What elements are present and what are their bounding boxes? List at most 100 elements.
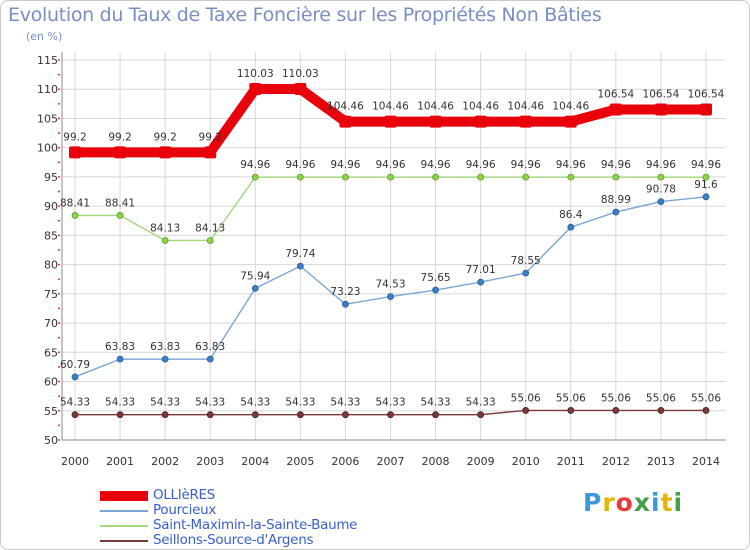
- data-point: [700, 103, 712, 116]
- y-minor-tick: [58, 322, 60, 324]
- legend-label: Pourcieux: [153, 502, 217, 518]
- y-tick-label: 80: [44, 259, 58, 272]
- y-minor-tick: [58, 59, 60, 61]
- y-minor-tick: [58, 102, 60, 105]
- x-tick-label: 2006: [331, 455, 359, 468]
- data-point: [609, 103, 622, 116]
- data-label: 104.46: [372, 101, 409, 113]
- data-label: 91.6: [694, 179, 718, 191]
- data-point: [159, 146, 172, 159]
- x-tick-label: 2003: [196, 455, 224, 468]
- x-tick-label: 2001: [106, 455, 134, 468]
- data-point: [657, 407, 665, 414]
- legend-label: Saint-Maximin-la-Sainte-Baume: [153, 517, 358, 533]
- data-label: 90.78: [646, 184, 676, 196]
- data-point: [206, 237, 214, 244]
- data-point: [249, 83, 262, 96]
- data-label: 60.79: [60, 359, 90, 371]
- data-label: 77.01: [466, 264, 496, 276]
- data-point: [342, 411, 349, 419]
- data-label: 94.96: [285, 159, 315, 171]
- data-label: 63.83: [195, 341, 225, 353]
- data-label: 75.65: [421, 272, 451, 284]
- data-label: 86.4: [559, 209, 583, 221]
- legend-item: Saint-Maximin-la-Sainte-Baume: [100, 518, 357, 533]
- data-label: 54.33: [285, 397, 315, 409]
- data-label: 94.96: [691, 159, 721, 171]
- data-point: [429, 115, 442, 128]
- data-point: [206, 411, 214, 419]
- data-label: 106.54: [597, 88, 634, 100]
- data-label: 55.06: [511, 392, 541, 404]
- y-minor-tick: [58, 409, 60, 412]
- y-tick-label: 50: [44, 434, 58, 447]
- y-minor-tick: [58, 205, 60, 208]
- data-label: 63.83: [150, 341, 180, 353]
- series-saint-maximin-la-sainte-baume: 88.41 88.41 84.13 84.13 94.96 94.96 94.96 94.96…: [60, 159, 721, 244]
- chart-subtitle: (en %): [26, 30, 63, 43]
- y-tick-label: 75: [44, 288, 58, 301]
- data-point: [702, 173, 710, 181]
- y-minor-tick: [58, 351, 60, 354]
- data-point: [206, 355, 214, 363]
- logo-letter: o: [615, 488, 634, 517]
- data-label: 54.33: [240, 397, 270, 409]
- data-label: 63.83: [105, 341, 135, 353]
- data-point: [432, 173, 439, 181]
- logo-letter: x: [633, 488, 651, 517]
- data-label: 94.96: [375, 159, 405, 171]
- x-tick-label: 2007: [377, 455, 405, 468]
- data-label: 74.53: [375, 279, 405, 291]
- data-label: 110.03: [237, 68, 274, 80]
- y-tick-label: 55: [44, 405, 58, 418]
- chart-title: Evolution du Taux de Taxe Foncière sur l…: [8, 4, 602, 26]
- data-label: 94.96: [556, 159, 586, 171]
- data-label: 54.33: [421, 397, 451, 409]
- data-point: [519, 115, 532, 128]
- data-label: 54.33: [105, 397, 135, 409]
- data-label: 104.46: [507, 101, 544, 113]
- data-label: 94.96: [330, 159, 360, 171]
- x-tick-label: 2004: [241, 455, 269, 468]
- data-label: 106.54: [643, 88, 680, 100]
- data-point: [116, 212, 124, 219]
- data-point: [342, 300, 349, 308]
- logo-letter: i: [651, 488, 661, 517]
- y-tick-label: 65: [44, 346, 58, 359]
- legend-label: OLLIèRES: [153, 487, 216, 503]
- x-tick-label: 2010: [512, 455, 540, 468]
- data-point: [657, 198, 665, 205]
- data-point: [387, 173, 394, 181]
- legend-swatch: [100, 539, 148, 542]
- x-tick-label: 2002: [151, 455, 179, 468]
- y-minor-tick: [58, 336, 60, 339]
- y-minor-tick: [58, 176, 60, 178]
- data-point: [654, 103, 667, 116]
- data-point: [564, 115, 577, 128]
- data-point: [567, 223, 575, 231]
- data-point: [114, 146, 127, 159]
- y-minor-tick: [58, 234, 60, 237]
- x-tick-label: 2011: [557, 455, 585, 468]
- y-minor-tick: [58, 366, 60, 368]
- y-minor-tick: [58, 263, 60, 266]
- legend-swatch: [100, 509, 148, 512]
- data-label: 94.96: [466, 159, 496, 171]
- data-label: 99.2: [63, 131, 86, 143]
- y-minor-tick: [58, 278, 60, 281]
- legend-item: Seillons-Source-d'Argens: [100, 533, 357, 548]
- x-tick-label: 2000: [61, 455, 89, 468]
- data-label: 79.74: [285, 248, 315, 260]
- data-point: [702, 407, 710, 414]
- logo-letter: t: [660, 488, 674, 517]
- legend-label: Seillons-Source-d'Argens: [153, 532, 314, 548]
- logo-letter: P: [583, 488, 603, 517]
- data-label: 54.33: [195, 397, 225, 409]
- data-label: 88.41: [105, 197, 135, 209]
- data-point: [612, 407, 620, 414]
- data-point: [251, 284, 259, 292]
- data-label: 104.46: [327, 101, 364, 113]
- data-point: [204, 146, 217, 159]
- y-minor-tick: [58, 88, 60, 91]
- legend-swatch: [100, 524, 148, 527]
